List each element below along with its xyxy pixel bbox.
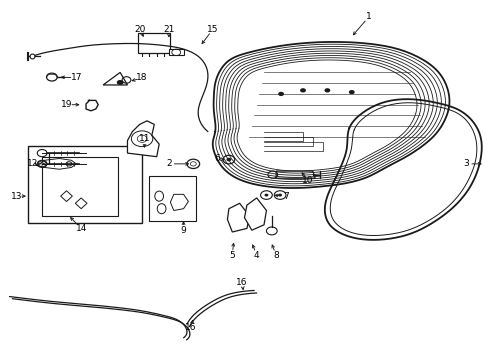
Circle shape — [226, 158, 231, 161]
Text: 18: 18 — [136, 73, 147, 82]
Text: 8: 8 — [273, 251, 279, 260]
Circle shape — [300, 88, 305, 93]
Text: 3: 3 — [463, 159, 468, 168]
Polygon shape — [170, 194, 188, 211]
Text: 7: 7 — [283, 192, 288, 201]
Text: 11: 11 — [139, 134, 150, 143]
Text: 15: 15 — [206, 25, 218, 34]
Text: 5: 5 — [229, 251, 235, 260]
Polygon shape — [35, 158, 76, 169]
Bar — [138, 33, 169, 53]
Polygon shape — [168, 49, 183, 55]
Polygon shape — [227, 203, 249, 232]
Text: 21: 21 — [163, 25, 174, 34]
Text: 20: 20 — [134, 25, 145, 34]
Polygon shape — [103, 72, 127, 85]
Polygon shape — [276, 171, 315, 178]
Polygon shape — [244, 198, 266, 230]
Circle shape — [278, 194, 282, 197]
Circle shape — [348, 90, 354, 94]
Bar — [42, 157, 118, 216]
Text: 16: 16 — [236, 278, 247, 287]
Text: 2: 2 — [166, 159, 171, 168]
Text: 14: 14 — [75, 224, 87, 233]
Polygon shape — [127, 121, 159, 157]
Text: 12: 12 — [27, 159, 38, 168]
Bar — [149, 176, 195, 221]
Text: 1: 1 — [365, 12, 371, 21]
Text: 19: 19 — [61, 100, 72, 109]
Circle shape — [278, 92, 284, 96]
Text: 4: 4 — [253, 251, 259, 260]
Circle shape — [264, 194, 268, 197]
Text: 13: 13 — [11, 192, 22, 201]
Circle shape — [324, 88, 330, 93]
Text: 17: 17 — [70, 73, 82, 82]
Text: 9: 9 — [180, 226, 186, 235]
Text: 10: 10 — [302, 176, 313, 185]
Circle shape — [117, 80, 123, 85]
Text: 6: 6 — [214, 154, 220, 163]
Text: 16: 16 — [185, 323, 196, 332]
Bar — [27, 146, 142, 223]
